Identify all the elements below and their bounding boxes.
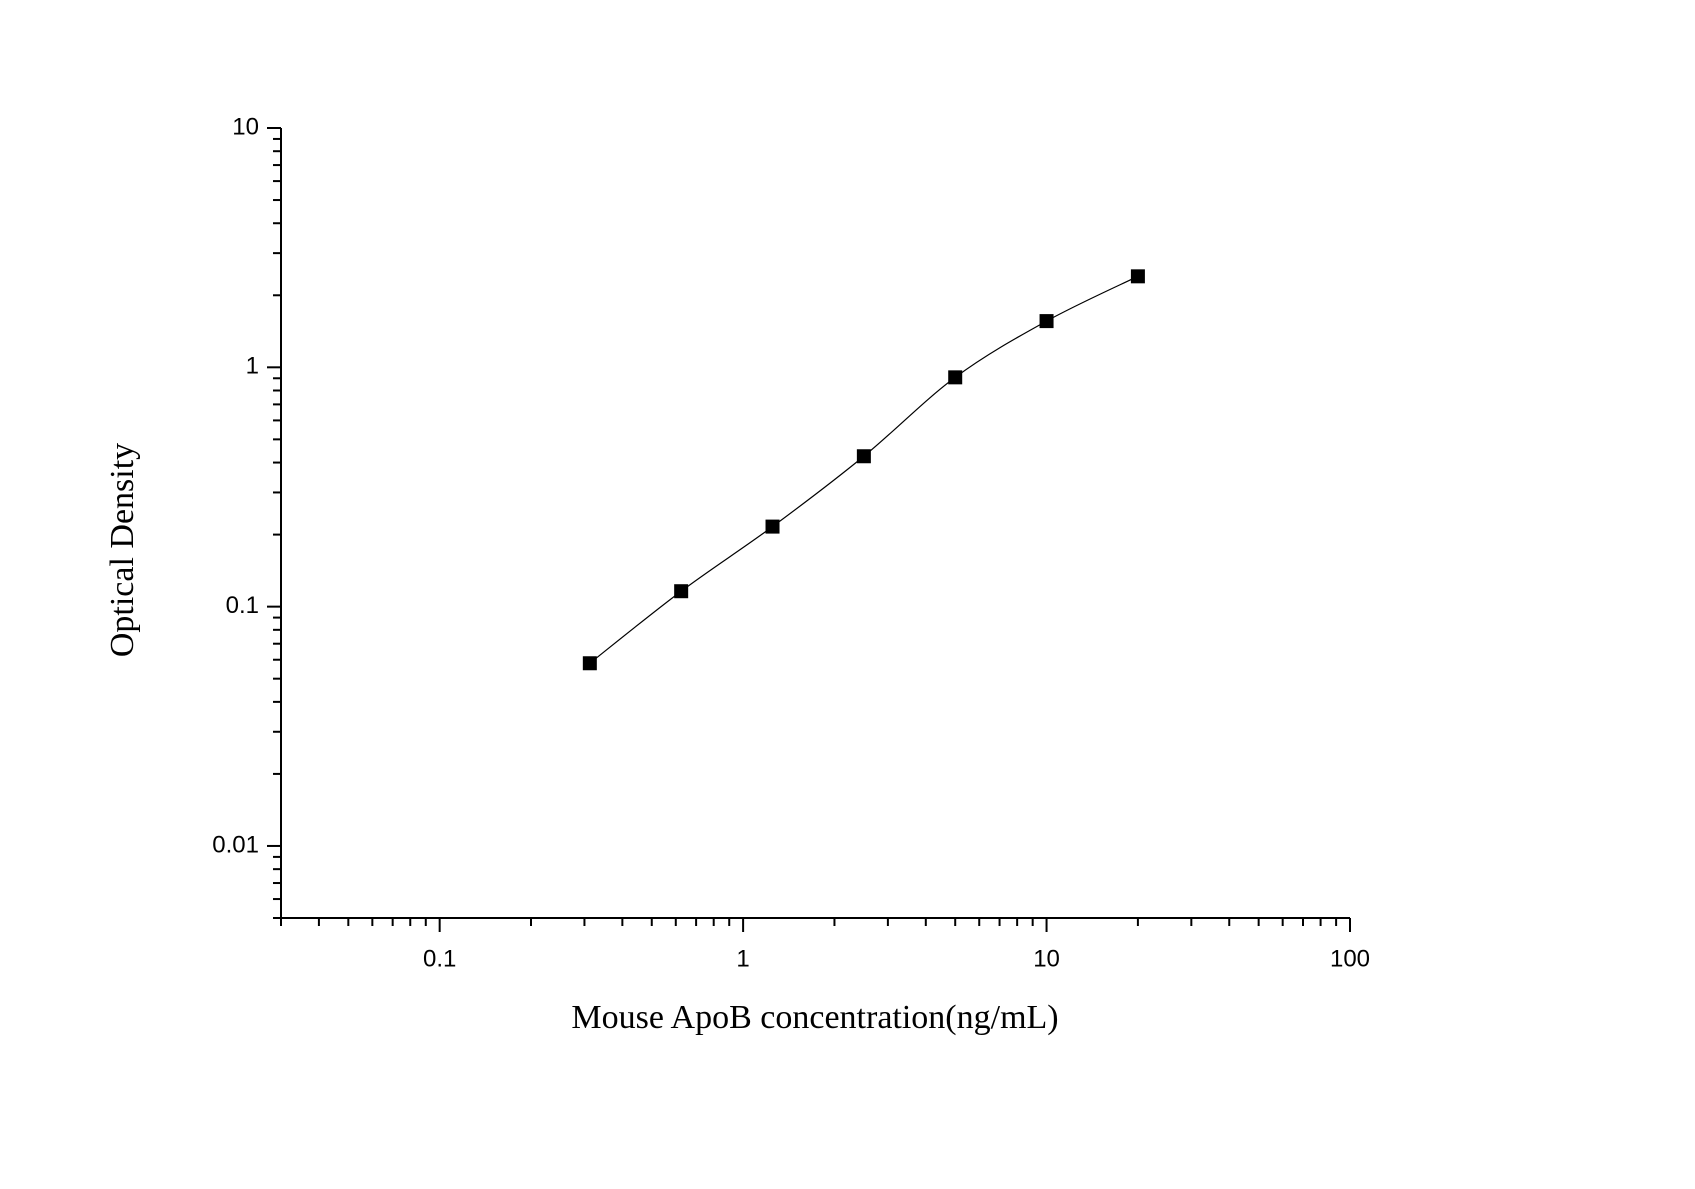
y-tick-label: 0.1: [226, 592, 259, 619]
x-tick-label: 1: [736, 945, 749, 972]
y-tick-label: 0.01: [212, 831, 259, 858]
y-tick-label: 10: [232, 113, 259, 140]
data-point: [948, 370, 963, 385]
data-point: [582, 656, 597, 671]
data-point: [1130, 269, 1145, 284]
x-tick-label: 10: [1033, 945, 1060, 972]
data-point: [1039, 314, 1054, 329]
data-point: [674, 584, 689, 599]
data-point: [856, 449, 871, 464]
x-tick-label: 100: [1330, 945, 1370, 972]
x-axis-title: Mouse ApoB concentration(ng/mL): [571, 999, 1058, 1036]
fit-curve: [589, 275, 1139, 664]
y-tick-label: 1: [246, 353, 259, 380]
y-axis-title: Optical Density: [104, 443, 141, 657]
data-point: [765, 519, 780, 534]
x-tick-label: 0.1: [423, 945, 456, 972]
